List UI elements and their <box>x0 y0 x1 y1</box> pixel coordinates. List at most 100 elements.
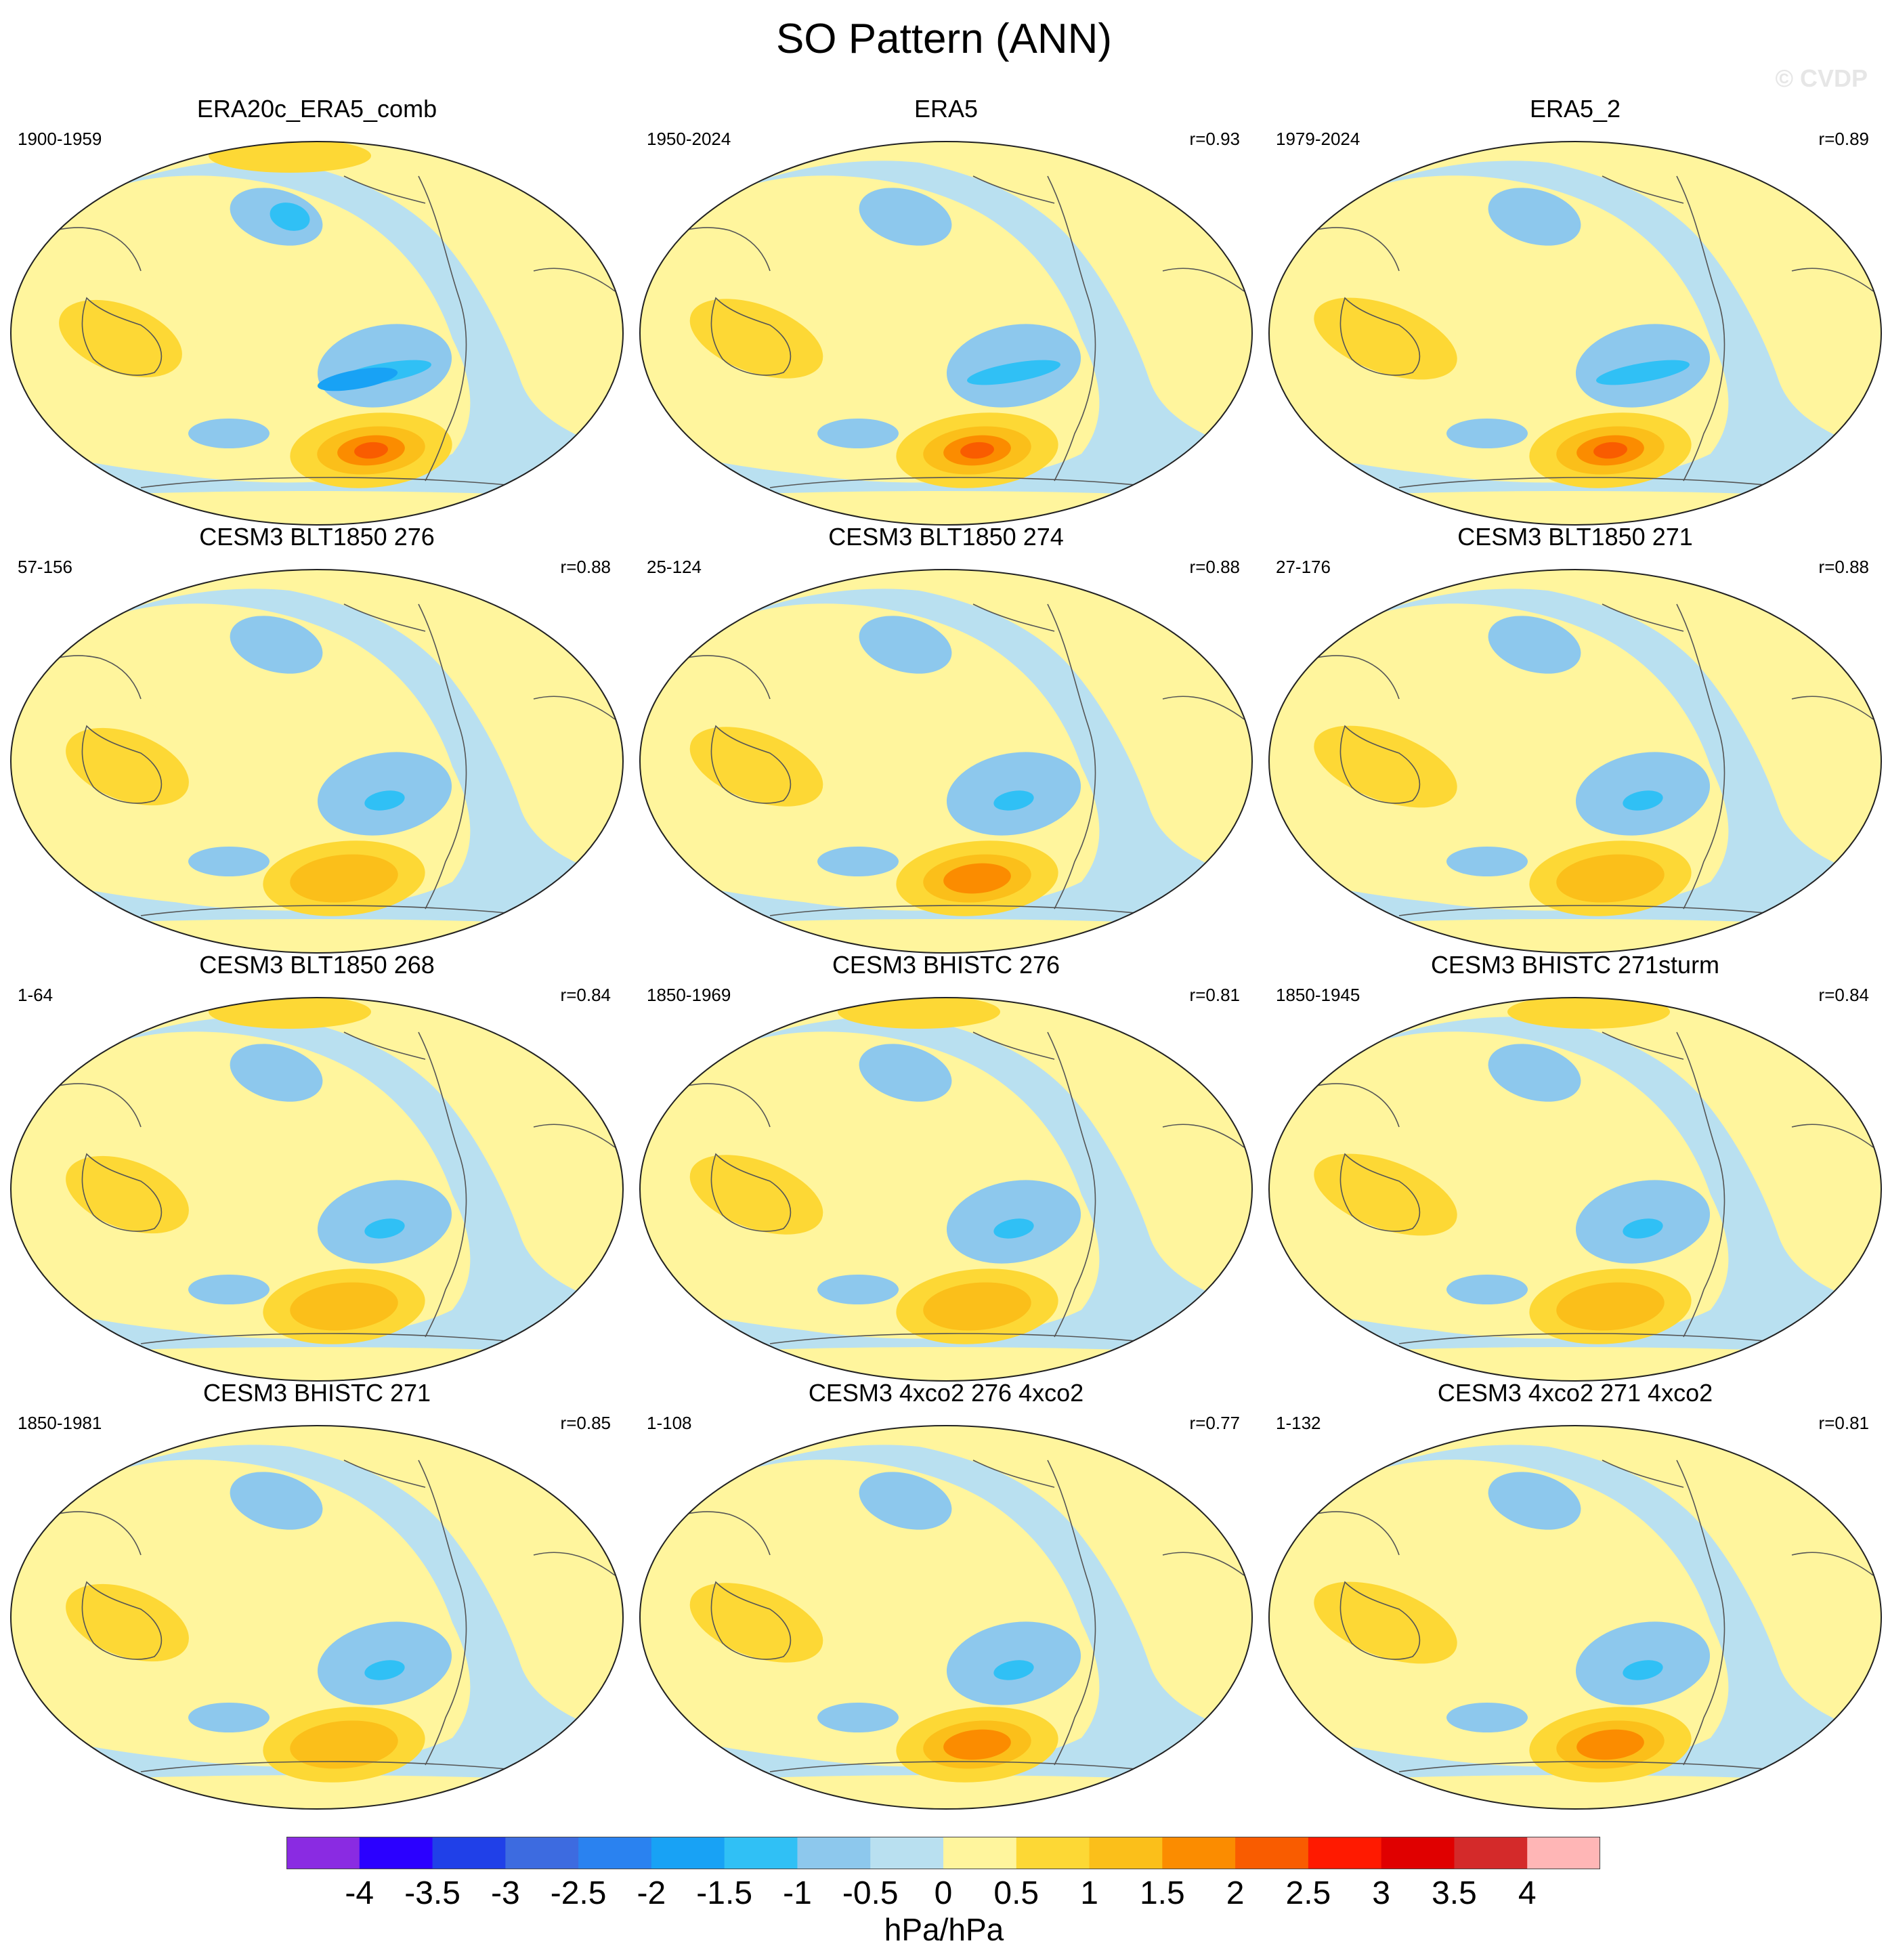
colorbar-tick-label: -1 <box>783 1875 812 1911</box>
coastline <box>769 477 1163 488</box>
coastline <box>1162 696 1245 720</box>
colorbar-tick-label: 4 <box>1518 1875 1537 1911</box>
coastline <box>710 1581 792 1660</box>
positive-region-arctic <box>1507 998 1670 1029</box>
negative-region-southern-ocean <box>817 1275 899 1304</box>
map-border <box>639 141 1253 526</box>
coastline <box>1676 603 1725 910</box>
negative-region-north-pacific <box>1488 616 1581 674</box>
positive-region-australia <box>1314 1153 1457 1236</box>
coastline <box>1398 1761 1793 1772</box>
coastline <box>710 1153 792 1232</box>
panel-title: CESM3 4xco2 276 4xco2 <box>808 1379 1084 1407</box>
panel-correlation: r=0.89 <box>1818 129 1869 149</box>
negative-region-southern-ocean <box>1446 847 1528 876</box>
coastline <box>1602 1460 1684 1488</box>
coastline <box>343 1031 426 1060</box>
coastline <box>1791 1552 1874 1576</box>
negative-region <box>1269 1017 1881 1381</box>
coastlines <box>18 1460 616 1772</box>
positive-region-antarctic <box>1556 854 1665 903</box>
coastline <box>1162 268 1245 292</box>
negative-region-southern-ocean <box>817 847 899 876</box>
coastline <box>140 1761 534 1772</box>
negative-region <box>640 161 1252 525</box>
map-plot <box>1268 997 1882 1382</box>
colorbar-swatch <box>724 1837 798 1869</box>
coastline <box>1791 696 1874 720</box>
panel-correlation: r=0.81 <box>1189 985 1240 1005</box>
colorbar-tick-label: -2.5 <box>550 1875 607 1911</box>
map-panel: CESM3 4xco2 276 4xco2 1-108 r=0.77 <box>635 1379 1258 1812</box>
coastline <box>343 1460 426 1488</box>
positive-region-australia <box>689 1155 823 1235</box>
coastline <box>418 1460 467 1766</box>
map-panel: CESM3 BLT1850 268 1-64 r=0.84 <box>5 951 628 1384</box>
colorbar-swatch <box>1016 1837 1090 1869</box>
map-plot <box>10 569 624 954</box>
coastlines <box>647 1031 1245 1344</box>
positive-region-core <box>943 1729 1011 1760</box>
map-border <box>10 997 624 1382</box>
negative-region-core <box>364 1218 405 1239</box>
coastline <box>418 603 467 910</box>
positive-region-australia <box>689 1583 823 1663</box>
colorbar-swatch <box>870 1837 944 1869</box>
coastline <box>533 696 616 720</box>
coastline <box>1602 1031 1684 1060</box>
coastline <box>418 1031 467 1338</box>
negative-region-core <box>993 1660 1034 1680</box>
map-plot <box>639 997 1253 1382</box>
coastline <box>140 1333 534 1344</box>
negative-region-north-pacific <box>1488 188 1581 246</box>
negative-region-core <box>993 1218 1034 1239</box>
coastline <box>1047 603 1096 910</box>
negative-region-core <box>364 1660 405 1680</box>
negative-region-southern-ocean <box>1446 1275 1528 1304</box>
coastlines <box>1276 175 1874 488</box>
colorbar-swatch <box>1162 1837 1236 1869</box>
colorbar-tick-label: -2 <box>637 1875 666 1911</box>
panel-years: 1850-1969 <box>647 985 731 1005</box>
positive-region-antarctic <box>923 1282 1031 1331</box>
positive-region-australia <box>1314 297 1457 380</box>
panel-title: CESM3 4xco2 271 4xco2 <box>1437 1379 1713 1407</box>
coastline <box>1676 1031 1725 1338</box>
map-panel: CESM3 BLT1850 276 57-156 r=0.88 <box>5 523 628 956</box>
coastline <box>533 1124 616 1148</box>
colorbar-tick-label: -1.5 <box>696 1875 753 1911</box>
coastline <box>1676 175 1725 482</box>
positive-region-australia <box>59 299 182 378</box>
coastline <box>533 1552 616 1576</box>
positive-region-core <box>1593 442 1627 459</box>
coastline <box>81 725 163 804</box>
coastline <box>1602 175 1684 204</box>
panel-years: 25-124 <box>647 557 702 577</box>
map-plot <box>639 1425 1253 1810</box>
coastline <box>533 268 616 292</box>
coastline <box>1047 175 1096 482</box>
coastline <box>81 1581 163 1660</box>
negative-region <box>11 1445 623 1809</box>
negative-region <box>1269 589 1881 953</box>
negative-region-core <box>317 367 398 391</box>
coastlines <box>18 1031 616 1344</box>
map-border <box>1268 569 1882 954</box>
colorbar-tick-label: -0.5 <box>842 1875 899 1911</box>
panel-title: ERA5_2 <box>1529 95 1621 123</box>
coastline <box>81 297 163 376</box>
negative-region-north-pacific <box>230 1044 323 1102</box>
coastline <box>972 175 1055 204</box>
map-panel: CESM3 BLT1850 274 25-124 r=0.88 <box>635 523 1258 956</box>
positive-region-arctic <box>209 998 371 1029</box>
colorbar-tick-label: 3 <box>1372 1875 1390 1911</box>
panel-years: 27-176 <box>1276 557 1331 577</box>
panel-years: 1850-1945 <box>1276 985 1360 1005</box>
colorbar-swatch <box>651 1837 725 1869</box>
panel-correlation: r=0.81 <box>1818 1413 1869 1433</box>
map-border <box>10 1425 624 1810</box>
colorbar <box>286 1837 1600 1869</box>
colorbar-swatch <box>359 1837 433 1869</box>
colorbar-swatch <box>1454 1837 1528 1869</box>
negative-region <box>11 589 623 953</box>
